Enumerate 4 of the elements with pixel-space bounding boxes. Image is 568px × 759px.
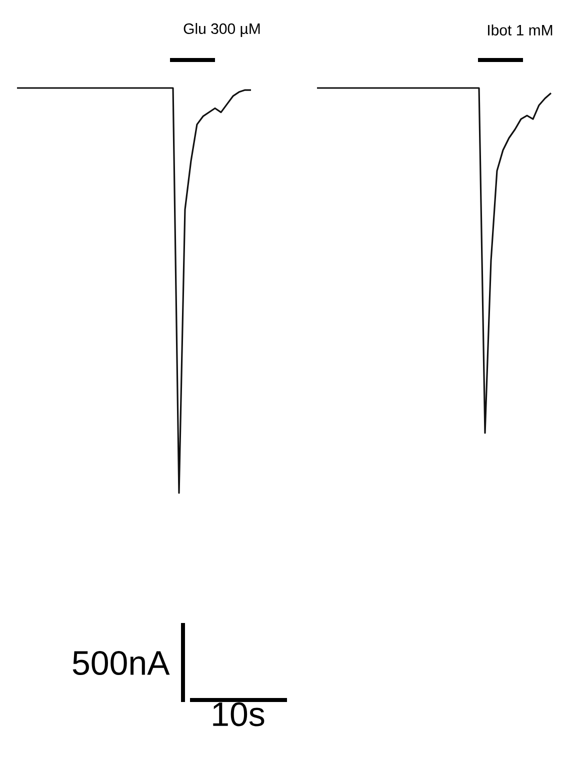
text: 10s <box>213 702 264 726</box>
text: Ibot 1 mM <box>488 24 552 36</box>
text: Glu 300 µM <box>184 23 260 37</box>
text: 500nA <box>72 650 170 676</box>
